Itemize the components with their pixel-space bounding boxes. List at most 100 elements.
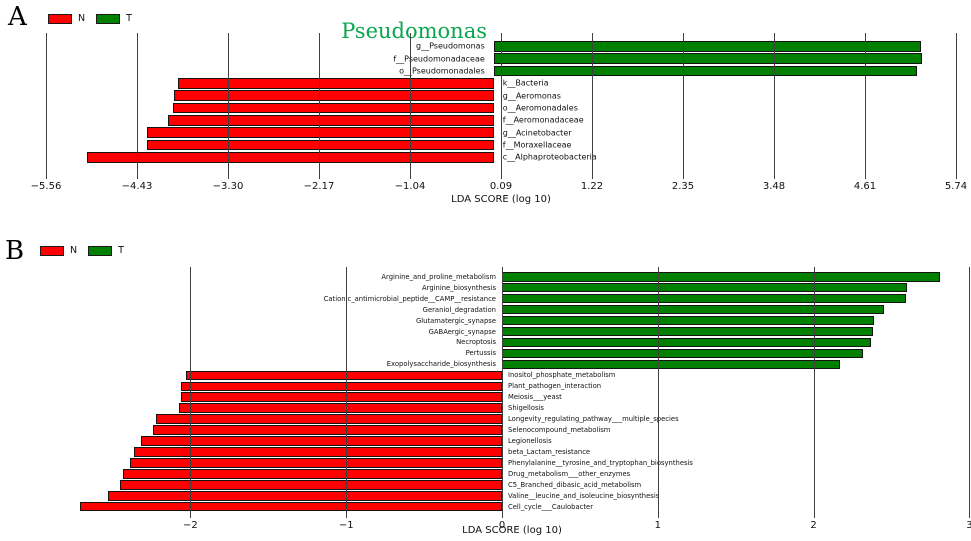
bar-label: GABAergic_synapse (428, 327, 496, 336)
tick-label: −2 (183, 520, 198, 531)
legend-label-n: N (78, 13, 86, 24)
bar-label: Phenylalanine__tyrosine_and_tryptophan_b… (508, 458, 693, 467)
panel-letter-b: B (5, 236, 25, 266)
bar (174, 90, 494, 101)
legend-swatch-n (48, 13, 72, 24)
x-axis-label-b: LDA SCORE (log 10) (462, 525, 562, 536)
bar-label: Legionellosis (508, 437, 552, 445)
bar (140, 436, 502, 446)
gridline (774, 33, 775, 179)
bar-label: Exopolysaccharide_biosynthesis (386, 360, 496, 369)
bar (502, 272, 940, 282)
tick-label: 2 (810, 520, 817, 531)
bar (493, 65, 918, 77)
tick-label: −3.30 (212, 181, 244, 192)
bar-label: o__Pseudomonadales (399, 66, 485, 76)
bar (179, 403, 502, 413)
legend-item-t: T (96, 13, 132, 24)
bar (123, 469, 502, 479)
gridline (956, 33, 957, 179)
bar-label: C5_Branched_dibasic_acid_metabolism (508, 480, 642, 489)
gridline (346, 267, 348, 518)
bar-label: Drug_metabolism___other_enzymes (508, 469, 631, 478)
bar-label: Longevity_regulating_pathway___multiple_… (508, 415, 679, 424)
chart-title-pseudomonas: Pseudomonas (341, 19, 487, 43)
bar (107, 491, 502, 501)
legend-swatch-n (40, 245, 64, 256)
tick-label: 0.09 (489, 181, 513, 192)
tick-label: 3 (966, 520, 971, 531)
bar-label: Arginine_biosynthesis (422, 283, 496, 292)
bar-label: g__Acinetobacter (502, 128, 572, 138)
bar-label: Pertussis (465, 349, 496, 358)
bar (502, 293, 906, 304)
bar (502, 315, 875, 326)
gridline (592, 33, 593, 179)
bar-label: g__Pseudomonas (416, 41, 485, 51)
bar-label: Cell_cycle___Caulobacter (508, 502, 593, 511)
bar-label: Arginine_and_proline_metabolism (381, 272, 496, 281)
bar (493, 53, 923, 64)
bar-label: f__Pseudomonadaceae (393, 54, 485, 64)
bar (87, 152, 494, 163)
gridline (137, 33, 138, 179)
bar-label: k__Bacteria (502, 78, 549, 88)
bar (502, 359, 841, 370)
gridline (410, 33, 411, 179)
bar (156, 414, 502, 424)
bar (153, 425, 502, 435)
tick-label: 4.61 (853, 181, 877, 192)
gridline (228, 33, 229, 179)
bar-label: Selenocompound_metabolism (508, 426, 611, 435)
gridline (813, 267, 815, 518)
bar (502, 326, 873, 337)
bar (181, 381, 502, 391)
legend-label-t: T (118, 245, 124, 256)
gridline (46, 33, 47, 179)
bar-label: Valine__leucine_and_isoleucine_biosynthe… (508, 491, 660, 500)
tick-label: 1 (654, 520, 661, 531)
bar (129, 458, 502, 468)
legend-label-n: N (70, 245, 78, 256)
gridline (657, 267, 659, 518)
bar (502, 337, 872, 348)
bar (181, 392, 502, 402)
bar-label: c__Alphaproteobacteria (502, 152, 597, 162)
tick-label: 2.35 (671, 181, 695, 192)
legend-swatch-t (96, 13, 121, 24)
bar-label: beta_Lactam_resistance (508, 447, 591, 456)
tick-label: −1.04 (394, 181, 426, 192)
bar-label: Meiosis___yeast (508, 393, 562, 402)
legend-label-t: T (126, 13, 132, 24)
tick-label: 1.22 (580, 181, 604, 192)
gridline (865, 33, 866, 179)
gridline (319, 33, 320, 179)
bar-label: g__Aeromonas (502, 91, 561, 101)
panel-letter-a: A (8, 2, 27, 32)
bar (79, 501, 502, 512)
bar-label: Cationic_antimicrobial_peptide__CAMP__re… (323, 294, 496, 303)
bar (502, 348, 864, 359)
gridline (683, 33, 684, 179)
bar (147, 127, 494, 138)
legend-item-n: N (40, 245, 77, 256)
bar (493, 41, 921, 52)
gridline (501, 33, 502, 179)
bar-label: Glutamatergic_synapse (415, 316, 496, 325)
x-axis-label-a: LDA SCORE (log 10) (451, 194, 551, 205)
gridline (190, 267, 192, 518)
tick-label: −4.43 (121, 181, 153, 192)
bar (120, 480, 502, 490)
bar (178, 78, 494, 89)
bar-label: Shigellosis (508, 404, 544, 413)
bar-label: Necroptosis (456, 338, 496, 347)
bar (502, 304, 884, 315)
bar (185, 370, 502, 381)
legend-item-n: N (48, 13, 85, 24)
tick-label: 5.74 (944, 181, 968, 192)
bar-label: Inositol_phosphate_metabolism (508, 371, 616, 380)
bar (173, 102, 494, 114)
